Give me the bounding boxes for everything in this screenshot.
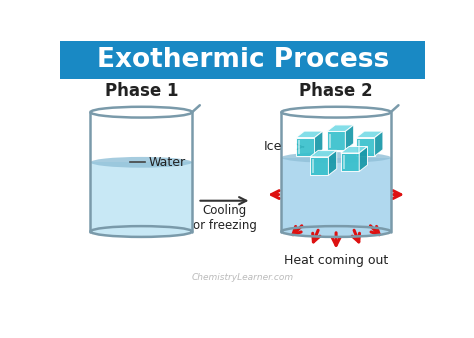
Polygon shape [327, 131, 346, 150]
Polygon shape [327, 125, 354, 131]
Bar [282, 158, 391, 232]
Polygon shape [310, 157, 328, 175]
Polygon shape [315, 131, 323, 156]
Text: Heat coming out: Heat coming out [284, 254, 388, 267]
Polygon shape [356, 138, 374, 156]
Text: Phase 2: Phase 2 [299, 82, 373, 100]
Ellipse shape [282, 226, 391, 237]
Polygon shape [346, 125, 354, 150]
Text: Exothermic Process: Exothermic Process [97, 47, 389, 73]
Bar [61, 41, 425, 79]
Text: Ice: Ice [264, 140, 282, 153]
Text: ChemistryLearner.com: ChemistryLearner.com [192, 273, 294, 282]
Polygon shape [341, 146, 367, 153]
Polygon shape [341, 153, 359, 171]
Ellipse shape [91, 107, 192, 118]
Polygon shape [374, 131, 383, 156]
Ellipse shape [91, 157, 192, 168]
Polygon shape [296, 131, 323, 138]
Ellipse shape [91, 226, 192, 237]
Polygon shape [310, 150, 337, 157]
Text: Water: Water [149, 156, 186, 169]
Text: Cooling
or freezing: Cooling or freezing [192, 204, 256, 232]
Polygon shape [356, 131, 383, 138]
Polygon shape [359, 146, 367, 171]
Polygon shape [328, 150, 337, 175]
Text: Phase 1: Phase 1 [105, 82, 178, 100]
Polygon shape [296, 138, 315, 156]
Ellipse shape [282, 107, 391, 118]
Bar [91, 162, 192, 232]
Ellipse shape [282, 152, 391, 163]
